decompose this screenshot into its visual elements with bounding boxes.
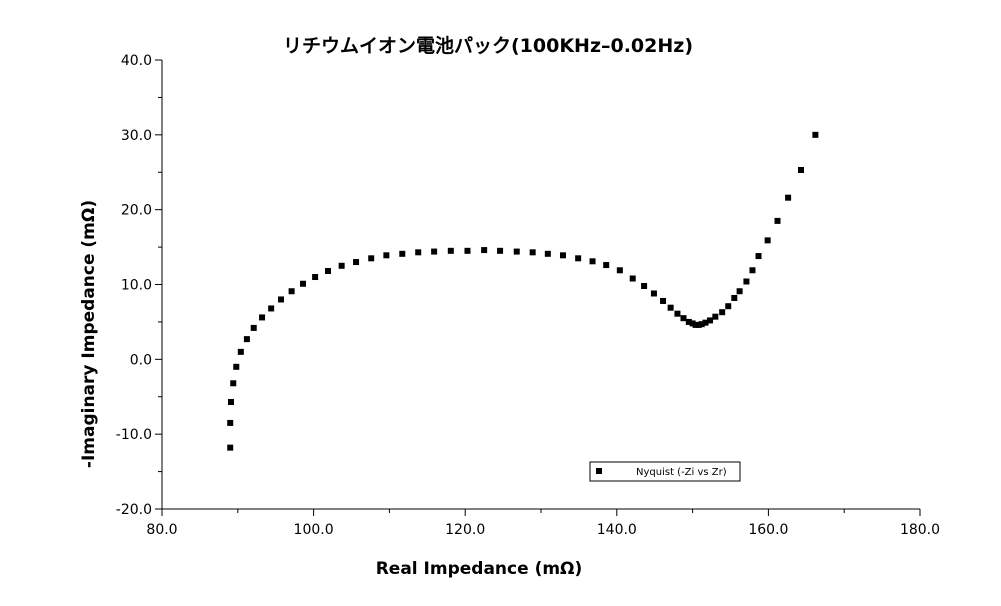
- x-tick-label: 160.0: [748, 522, 788, 538]
- data-point: [685, 318, 692, 325]
- data-point: [431, 248, 438, 255]
- data-point: [725, 303, 732, 310]
- data-point: [575, 255, 582, 262]
- x-tick-label: 120.0: [445, 522, 485, 538]
- data-point: [641, 282, 648, 289]
- data-point: [383, 252, 390, 259]
- data-point: [743, 278, 750, 285]
- data-markers: [227, 131, 819, 451]
- data-point: [250, 324, 257, 331]
- legend-entry: Nyquist (-Zi vs Zr): [636, 467, 727, 478]
- data-point: [268, 305, 275, 312]
- data-point: [650, 290, 657, 297]
- data-point: [660, 297, 667, 304]
- data-point: [629, 275, 636, 282]
- y-tick-label: 20.0: [121, 203, 152, 219]
- data-point: [312, 274, 319, 281]
- data-point: [529, 249, 536, 256]
- legend: Nyquist (-Zi vs Zr): [589, 461, 741, 482]
- data-point: [288, 288, 295, 295]
- data-point: [603, 262, 610, 269]
- data-point: [544, 250, 551, 257]
- data-point: [712, 313, 719, 320]
- data-point: [797, 167, 804, 174]
- data-point: [481, 247, 488, 254]
- data-point: [785, 194, 792, 201]
- x-tick-label: 180.0: [900, 522, 940, 538]
- y-axis-label: -Imaginary Impedance (mΩ): [79, 200, 99, 468]
- data-point: [774, 217, 781, 224]
- chart-title: リチウムイオン電池パック(100KHz–0.02Hz): [283, 34, 693, 57]
- y-tick-label: -20.0: [116, 502, 152, 518]
- x-tick-label: 140.0: [597, 522, 637, 538]
- legend-box: [589, 461, 741, 482]
- y-tick-label: 0.0: [130, 352, 152, 368]
- data-point: [674, 310, 681, 317]
- data-point: [689, 320, 696, 327]
- x-axis-label: Real Impedance (mΩ): [376, 559, 583, 579]
- data-point: [731, 294, 738, 301]
- x-tick-label: 80.0: [146, 522, 177, 538]
- data-point: [812, 131, 819, 138]
- data-point: [338, 262, 345, 269]
- data-point: [299, 280, 306, 287]
- data-point: [227, 398, 234, 405]
- tick-labels: 80.0 100.0 120.0 140.0 160.0 180.0 -20.0 -10.0 0…: [116, 53, 940, 538]
- data-point: [616, 267, 623, 274]
- data-point: [230, 380, 237, 387]
- data-point: [233, 363, 240, 370]
- data-point: [695, 321, 702, 328]
- data-point: [278, 296, 285, 303]
- data-point: [559, 252, 566, 259]
- data-point: [227, 419, 234, 426]
- data-point: [692, 321, 699, 328]
- data-point: [513, 248, 520, 255]
- data-point: [497, 247, 504, 254]
- axes: [161, 60, 920, 510]
- y-tick-label: 30.0: [121, 128, 152, 144]
- data-point: [764, 237, 771, 244]
- data-point: [227, 444, 234, 451]
- ticks: [155, 59, 921, 516]
- data-point: [325, 268, 332, 275]
- data-point: [667, 304, 674, 311]
- data-point: [707, 317, 714, 324]
- data-point: [589, 258, 596, 265]
- data-point: [415, 249, 422, 256]
- data-point: [399, 250, 406, 257]
- data-point: [702, 319, 709, 326]
- y-tick-label: 10.0: [121, 278, 152, 294]
- data-point: [243, 336, 250, 343]
- data-point: [368, 255, 375, 262]
- data-point: [749, 267, 756, 274]
- data-point: [464, 247, 471, 254]
- data-point: [259, 314, 266, 321]
- data-point: [353, 259, 360, 266]
- x-tick-label: 100.0: [294, 522, 334, 538]
- y-tick-label: 40.0: [121, 53, 152, 69]
- data-point: [719, 309, 726, 316]
- data-point: [680, 315, 687, 322]
- y-tick-label: -10.0: [116, 427, 152, 443]
- data-point: [237, 348, 244, 355]
- data-point: [447, 247, 454, 254]
- data-point: [736, 288, 743, 295]
- data-point: [755, 253, 762, 260]
- data-point: [698, 321, 705, 328]
- legend-marker: [596, 468, 602, 474]
